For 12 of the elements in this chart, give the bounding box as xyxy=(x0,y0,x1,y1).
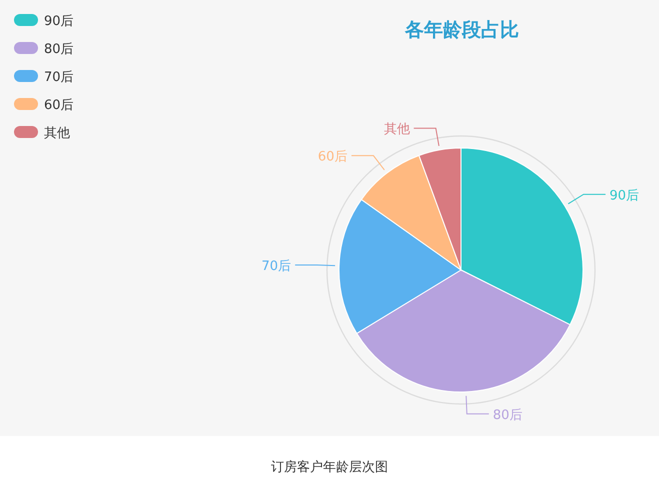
legend-label: 其他 xyxy=(44,126,70,141)
legend-label: 80后 xyxy=(44,42,74,57)
slice-label: 70后 xyxy=(262,259,292,274)
legend-label: 70后 xyxy=(44,70,74,85)
chart-title: 各年龄段占比 xyxy=(404,19,519,41)
slice-label: 60后 xyxy=(318,150,348,165)
text: 订房客户年龄层次图 xyxy=(271,459,388,475)
legend-label: 60后 xyxy=(44,98,74,113)
legend-label: 90后 xyxy=(44,14,74,29)
slice-label: 其他 xyxy=(384,122,410,138)
slice-label: 80后 xyxy=(492,408,522,423)
slice-label: 90后 xyxy=(610,188,640,204)
